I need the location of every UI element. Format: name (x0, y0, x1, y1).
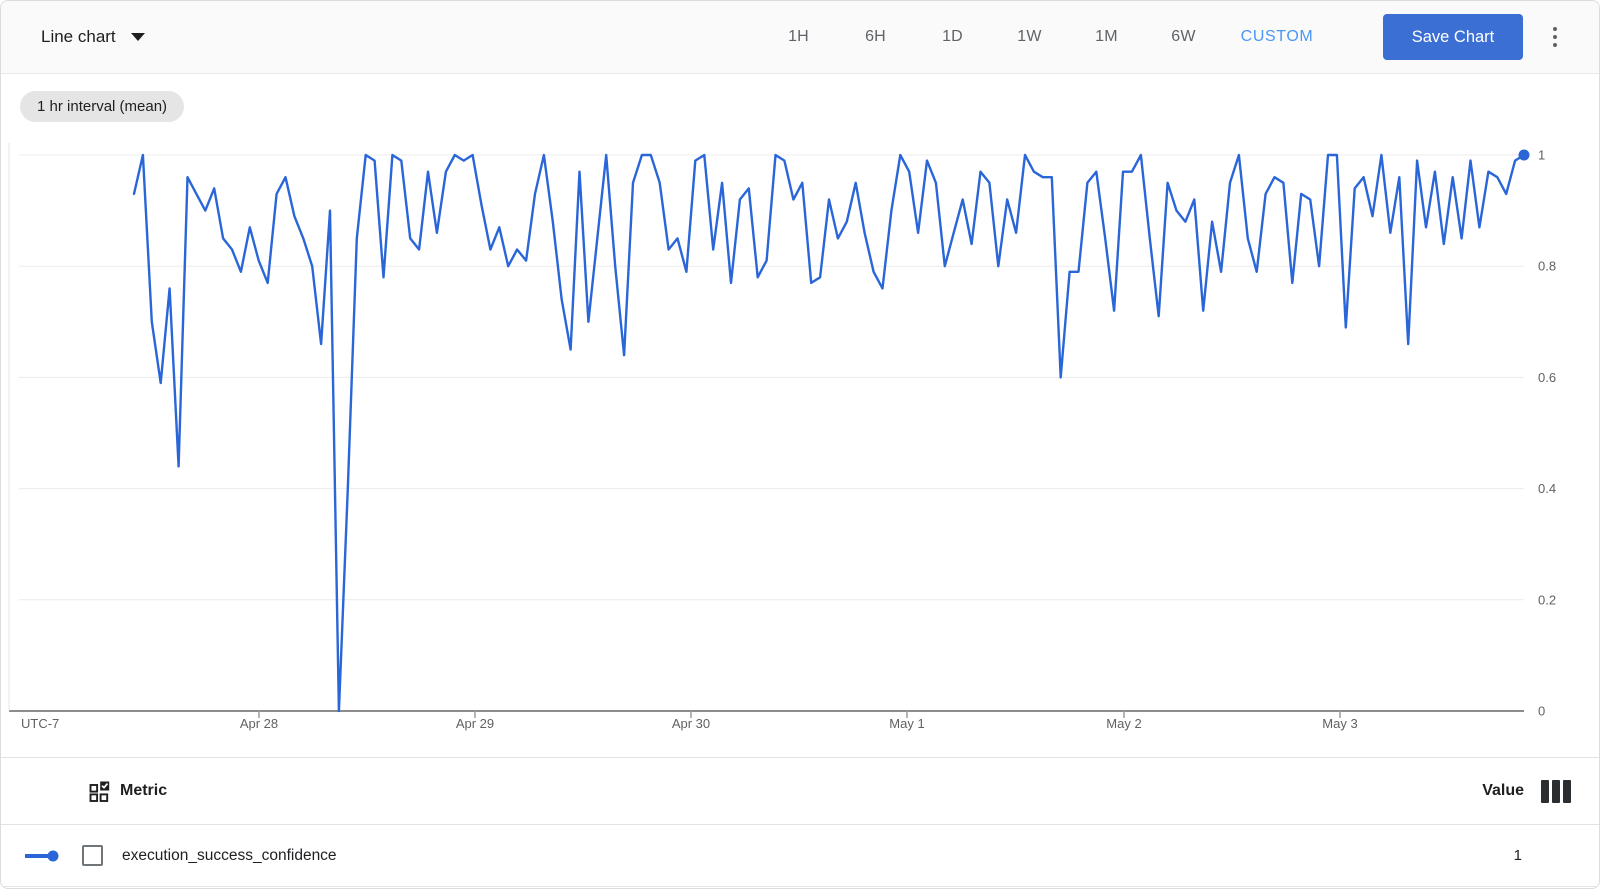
y-axis-label-1: 1 (1538, 148, 1545, 163)
timezone-label: UTC-7 (21, 716, 59, 731)
x-axis-label-Apr 30: Apr 30 (672, 716, 710, 731)
metric-row-value: 1 (1513, 847, 1522, 864)
y-axis-label-0.2: 0.2 (1538, 592, 1556, 607)
series-line-execution_success_confidence (132, 153, 1526, 713)
save-chart-button[interactable]: Save Chart (1383, 14, 1523, 60)
columns-icon[interactable] (1541, 779, 1571, 803)
metric-column-header: Metric (120, 782, 168, 799)
chart-type-label: Line chart (41, 27, 116, 46)
time-range-6h[interactable]: 6H (865, 28, 886, 45)
time-range-1h[interactable]: 1H (788, 28, 809, 45)
time-range-1w[interactable]: 1W (1017, 28, 1042, 45)
series-legend-marker-icon (24, 849, 60, 863)
metric-table-header: Metric Value (1, 758, 1599, 825)
y-axis-label-0: 0 (1538, 704, 1545, 719)
metric-table: Metric Value execution_success_confidenc… (1, 757, 1599, 887)
x-axis-label-Apr 28: Apr 28 (240, 716, 278, 731)
metric-row-name: execution_success_confidence (122, 846, 337, 864)
time-range-6w[interactable]: 6W (1171, 28, 1196, 45)
x-axis-label-Apr 29: Apr 29 (456, 716, 494, 731)
metric-row[interactable]: execution_success_confidence 1 (1, 825, 1599, 887)
toolbar-right: 1H 6H 1D 1W 1M 6W CUSTOM Save Chart (760, 14, 1569, 60)
line-chart: 0 0.2 0.4 0.6 0.8 1 Apr 28 Apr 29 Apr 30 May 1 May… (8, 143, 1556, 731)
value-column-header: Value (1482, 782, 1524, 799)
interval-chip: 1 hr interval (mean) (20, 91, 185, 122)
time-range-1m[interactable]: 1M (1095, 28, 1118, 45)
more-options-kebab-icon[interactable] (1541, 16, 1569, 58)
chevron-down-icon (130, 33, 145, 41)
chart-type-dropdown[interactable]: Line chart (41, 27, 145, 47)
y-axis-label-0.8: 0.8 (1538, 259, 1556, 274)
x-axis-label-May 2: May 2 (1106, 716, 1141, 731)
toolbar: Line chart 1H 6H 1D 1W 1M 6W CUSTOM Save… (1, 1, 1599, 74)
time-range-custom[interactable]: CUSTOM (1240, 28, 1314, 45)
time-range-1d[interactable]: 1D (942, 28, 963, 45)
metric-row-checkbox[interactable] (82, 845, 103, 866)
x-axis-label-May 3: May 3 (1322, 716, 1357, 731)
x-axis-label-May 1: May 1 (889, 716, 924, 731)
y-axis-label-0.4: 0.4 (1538, 481, 1556, 496)
series-endpoint-dot (1518, 149, 1530, 161)
y-axis-label-0.6: 0.6 (1538, 370, 1556, 385)
select-metrics-grid-icon[interactable] (89, 781, 110, 802)
